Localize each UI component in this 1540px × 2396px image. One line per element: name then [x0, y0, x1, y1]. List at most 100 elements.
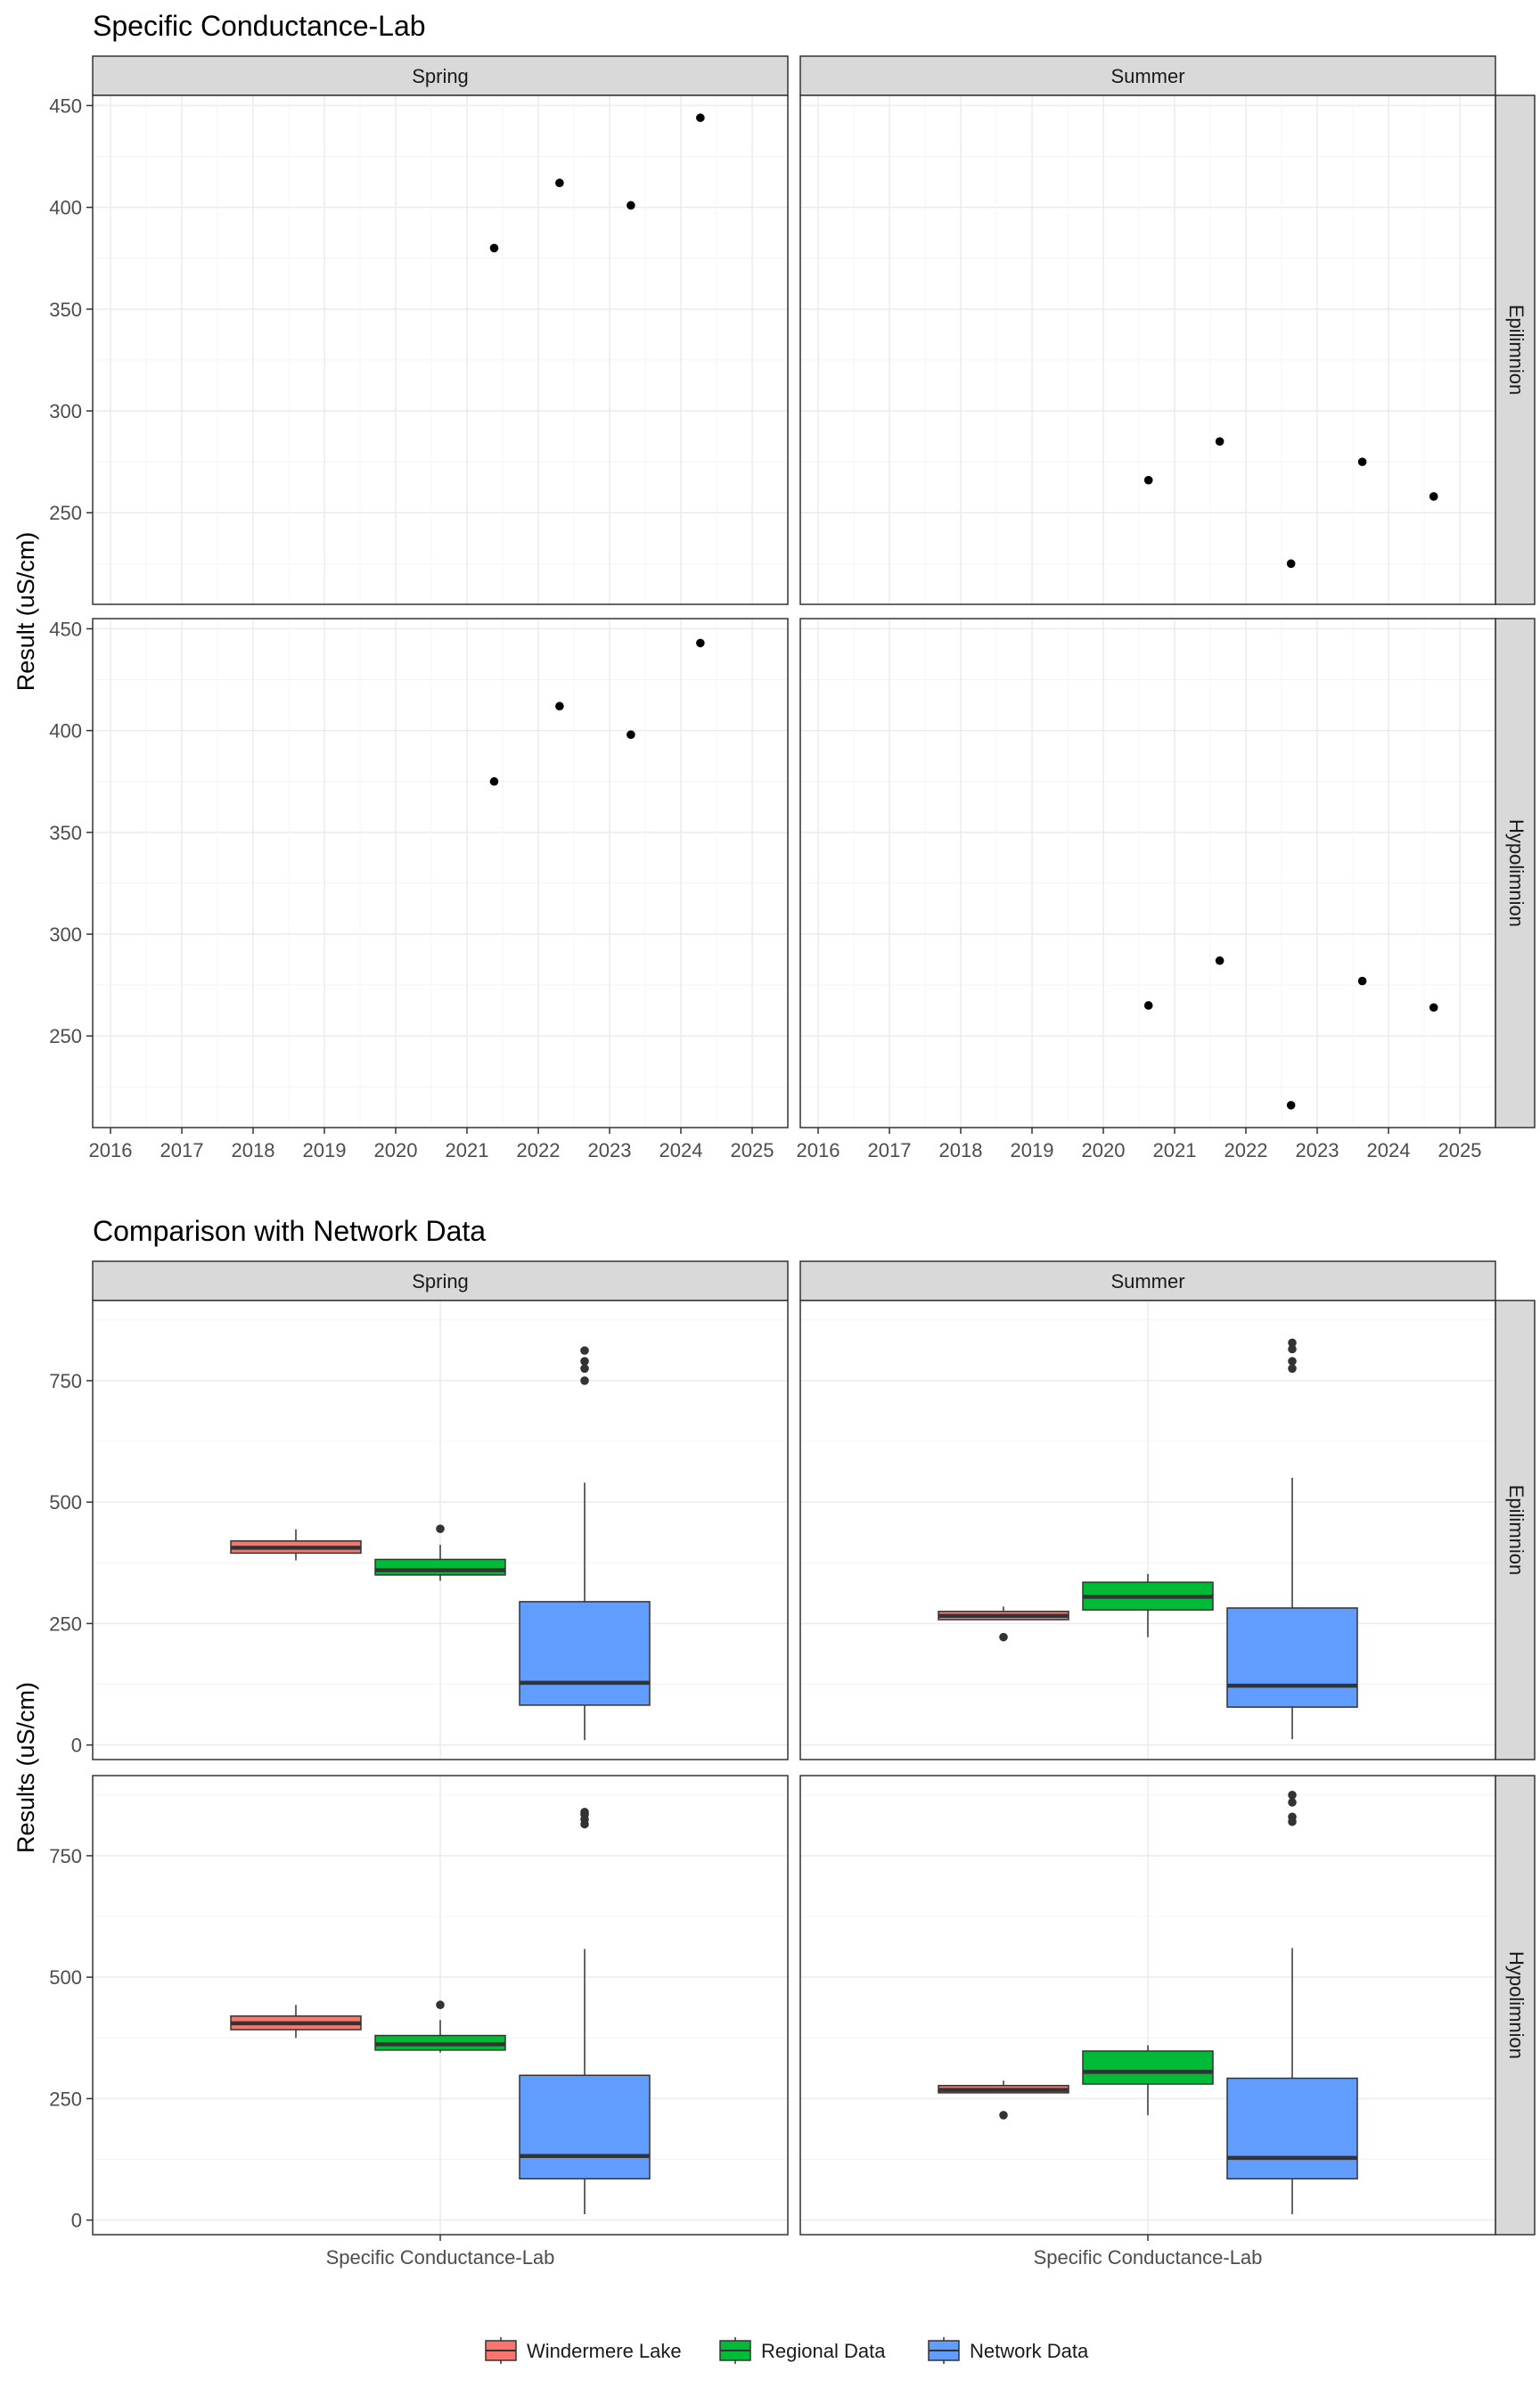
y-tick-label: 450	[49, 94, 82, 117]
x-tick-label: Specific Conductance-Lab	[1034, 2246, 1263, 2269]
box-network-data	[1226, 1790, 1358, 2215]
x-tick-label: 2023	[588, 1139, 632, 1161]
box-regional-data	[374, 2000, 506, 2053]
facet-strip-label: Summer	[1110, 65, 1184, 87]
y-tick-label: 500	[49, 1491, 82, 1514]
outlier-point	[436, 1524, 445, 1533]
outlier-point	[1288, 1344, 1297, 1354]
box-windermere-lake	[938, 2080, 1069, 2120]
outlier-point	[1288, 1338, 1297, 1348]
x-tick-label: 2021	[1153, 1139, 1197, 1161]
panel-background	[800, 619, 1495, 1128]
y-tick-label: 0	[71, 1735, 82, 1757]
x-tick-label: 2019	[303, 1139, 347, 1161]
data-point	[696, 113, 705, 122]
panel-border	[799, 618, 1496, 1128]
outlier-point	[1288, 1357, 1297, 1366]
outlier-point	[436, 2000, 445, 2010]
facet-strip-hypolimnion	[1495, 1775, 1536, 2236]
data-point	[1215, 437, 1225, 447]
panel-border	[799, 1300, 1496, 1760]
legend-label: Windermere Lake	[527, 2340, 682, 2362]
x-tick-label: 2025	[731, 1139, 774, 1161]
box-windermere-lake	[938, 1606, 1069, 1642]
y-tick-label: 400	[49, 720, 82, 743]
box-regional-data	[1082, 2045, 1214, 2115]
facet-strip-label: Hypolimnion	[1505, 819, 1528, 927]
x-tick-label: 2020	[1082, 1139, 1126, 1161]
panel-spring-hypolimnion: 2016 2017 2018 2019 2020 2021 2022 2023 2024 2025…	[49, 618, 789, 1161]
box-windermere-lake	[230, 1529, 362, 1561]
box-iqr	[519, 1601, 651, 1706]
legend-label: Network Data	[970, 2340, 1089, 2362]
x-tick-label: 2024	[659, 1139, 703, 1161]
y-tick-label: 350	[49, 299, 82, 321]
panel-border	[92, 1300, 789, 1760]
y-tick-label: 750	[49, 1370, 82, 1392]
x-tick-label: 2022	[1225, 1139, 1268, 1161]
data-point	[1429, 1003, 1438, 1013]
scatter-figure: Specific Conductance-Lab Result (uS/cm) Sp…	[12, 10, 1536, 1161]
facet-strip-spring	[92, 55, 789, 96]
facet-strip-label: Epilimnion	[1505, 1485, 1528, 1576]
x-tick-label: 2020	[374, 1139, 418, 1161]
outlier-point	[1288, 1790, 1297, 1800]
panel-border	[799, 1775, 1496, 2236]
facet-strip-epilimnion	[1495, 1300, 1536, 1760]
panel-spring-epilimnion: 250 300 350 400 450	[49, 94, 789, 605]
legend-label: Regional Data	[761, 2340, 886, 2362]
x-tick-label: 2025	[1438, 1139, 1482, 1161]
box-iqr	[1082, 2050, 1214, 2085]
x-tick-label: 2017	[160, 1139, 204, 1161]
panel-background	[800, 95, 1495, 604]
panel-background	[93, 619, 788, 1128]
panel-border	[92, 1775, 789, 2236]
boxplot-figure: Comparison with Network Data Results (uS/…	[12, 1215, 1536, 2364]
outlier-point	[1288, 1364, 1297, 1374]
x-tick-label: 2019	[1011, 1139, 1054, 1161]
panel-background	[93, 95, 788, 604]
data-point	[1286, 1101, 1296, 1110]
y-tick-label: 450	[49, 618, 82, 640]
outlier-point	[580, 1357, 589, 1366]
data-point	[1286, 559, 1296, 569]
box-iqr	[1226, 2077, 1358, 2180]
facet-strip-label: Hypolimnion	[1505, 1951, 1528, 2059]
y-tick-label: 400	[49, 197, 82, 219]
data-point	[696, 638, 705, 648]
legend: Windermere Lake Regional Data Network Data	[485, 2337, 1089, 2364]
y-tick-label: 300	[49, 400, 82, 423]
y-axis-label: Result (uS/cm)	[12, 532, 39, 692]
data-point	[1357, 457, 1367, 466]
outlier-point	[580, 1376, 589, 1385]
x-tick-label: 2022	[517, 1139, 561, 1161]
data-point	[1357, 976, 1367, 986]
x-tick-label: 2017	[868, 1139, 912, 1161]
facet-strip-summer	[799, 1260, 1496, 1301]
facet-strip-hypolimnion	[1495, 618, 1536, 1128]
x-tick-label: 2016	[89, 1139, 133, 1161]
box-network-data	[519, 1346, 651, 1741]
x-tick-label: 2023	[1296, 1139, 1339, 1161]
x-tick-label: 2016	[797, 1139, 840, 1161]
y-tick-label: 750	[49, 1845, 82, 1867]
outlier-point	[1288, 1812, 1297, 1822]
data-point	[1143, 475, 1153, 485]
panel-summer-hypolimnion: 2016 2017 2018 2019 2020 2021 2022 2023 2024 2025	[797, 618, 1496, 1161]
facet-strip-label: Spring	[412, 65, 469, 87]
data-point	[1429, 492, 1438, 501]
box-iqr	[1226, 1607, 1358, 1708]
y-tick-label: 250	[49, 502, 82, 524]
y-tick-label: 300	[49, 923, 82, 946]
x-tick-label: 2024	[1367, 1139, 1411, 1161]
outlier-point	[1288, 1798, 1297, 1807]
panel-border	[92, 618, 789, 1128]
box-network-data	[1226, 1338, 1358, 1740]
outlier-point	[580, 1346, 589, 1355]
outlier-point	[580, 1808, 589, 1817]
data-point	[627, 201, 635, 210]
facet-strip-epilimnion	[1495, 94, 1536, 605]
box-network-data	[519, 1808, 651, 2215]
panel-border	[92, 94, 789, 605]
data-point	[1215, 956, 1225, 965]
